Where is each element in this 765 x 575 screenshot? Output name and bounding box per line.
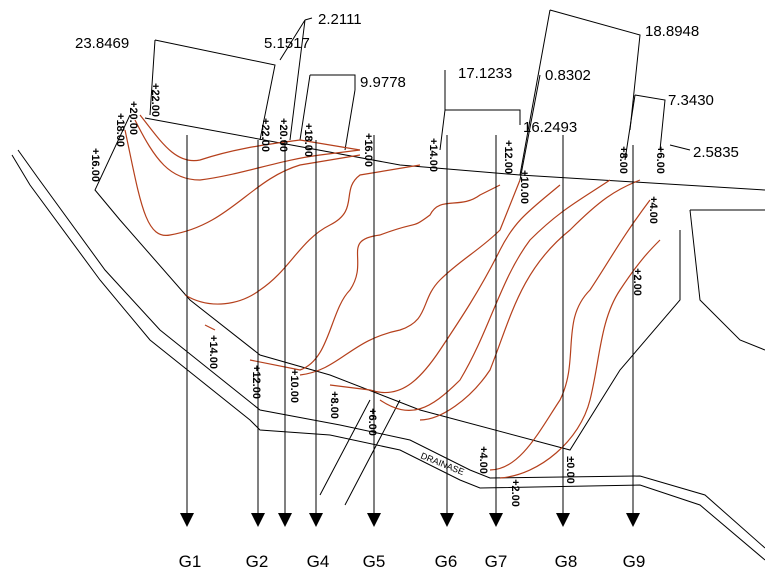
section-label: G1 [179, 552, 202, 571]
dimension-label: 18.8948 [645, 23, 699, 40]
contour-label: +16.00 [89, 148, 101, 182]
dimension-label: 0.8302 [545, 67, 591, 84]
section-label: G4 [307, 552, 330, 571]
contours [125, 115, 660, 478]
contour-label: +14.00 [207, 335, 219, 369]
contour-label: +14.00 [427, 138, 439, 172]
dimension-lines [150, 10, 690, 180]
dimension-label: 9.9778 [360, 74, 406, 91]
dimension-label: 2.5835 [693, 144, 739, 161]
dimension-labels: 23.8469 5.1517 2.2111 9.9778 17.1233 0.8… [75, 11, 739, 161]
dimension-label: 16.2493 [523, 119, 577, 136]
contour-label: +22.00 [149, 83, 161, 117]
drawing: 23.8469 5.1517 2.2111 9.9778 17.1233 0.8… [0, 0, 765, 575]
contour-label: +6.00 [366, 408, 378, 436]
contour-label: +18.00 [114, 113, 126, 147]
dimension-label: 17.1233 [458, 65, 512, 82]
contour-label: +12.00 [502, 140, 514, 174]
contour-label: +8.00 [617, 146, 629, 174]
section-label: G5 [363, 552, 386, 571]
section-label: G8 [555, 552, 578, 571]
section-label: G9 [623, 552, 646, 571]
dimension-label: 23.8469 [75, 35, 129, 52]
dimension-label: 5.1517 [264, 35, 310, 52]
contour-label: +16.00 [362, 133, 374, 167]
contour-label: +8.00 [328, 391, 340, 419]
contour-label: +2.00 [509, 479, 521, 507]
boundary-lines [12, 115, 765, 560]
contour-label: ±0.00 [564, 456, 576, 483]
dimension-label: 2.2111 [318, 11, 362, 28]
dimension-label: 7.3430 [668, 92, 714, 109]
contour-label: +4.00 [477, 446, 489, 474]
contour-label: +10.00 [288, 369, 300, 403]
contour-label: +20.00 [277, 118, 289, 152]
contour-label: +22.00 [259, 118, 271, 152]
contour-label: +12.00 [250, 365, 262, 399]
contour-label: +10.00 [518, 170, 530, 204]
contour-label: +18.00 [302, 123, 314, 157]
section-labels: G1 G2 G4 G5 G6 G7 G8 G9 [179, 552, 646, 571]
contour-label: +20.00 [127, 101, 139, 135]
section-label: G2 [246, 552, 269, 571]
section-label: G6 [435, 552, 458, 571]
contour-label: +6.00 [654, 146, 666, 174]
contour-label: +2.00 [631, 268, 643, 296]
section-label: G7 [485, 552, 508, 571]
contour-label: +4.00 [647, 196, 659, 224]
